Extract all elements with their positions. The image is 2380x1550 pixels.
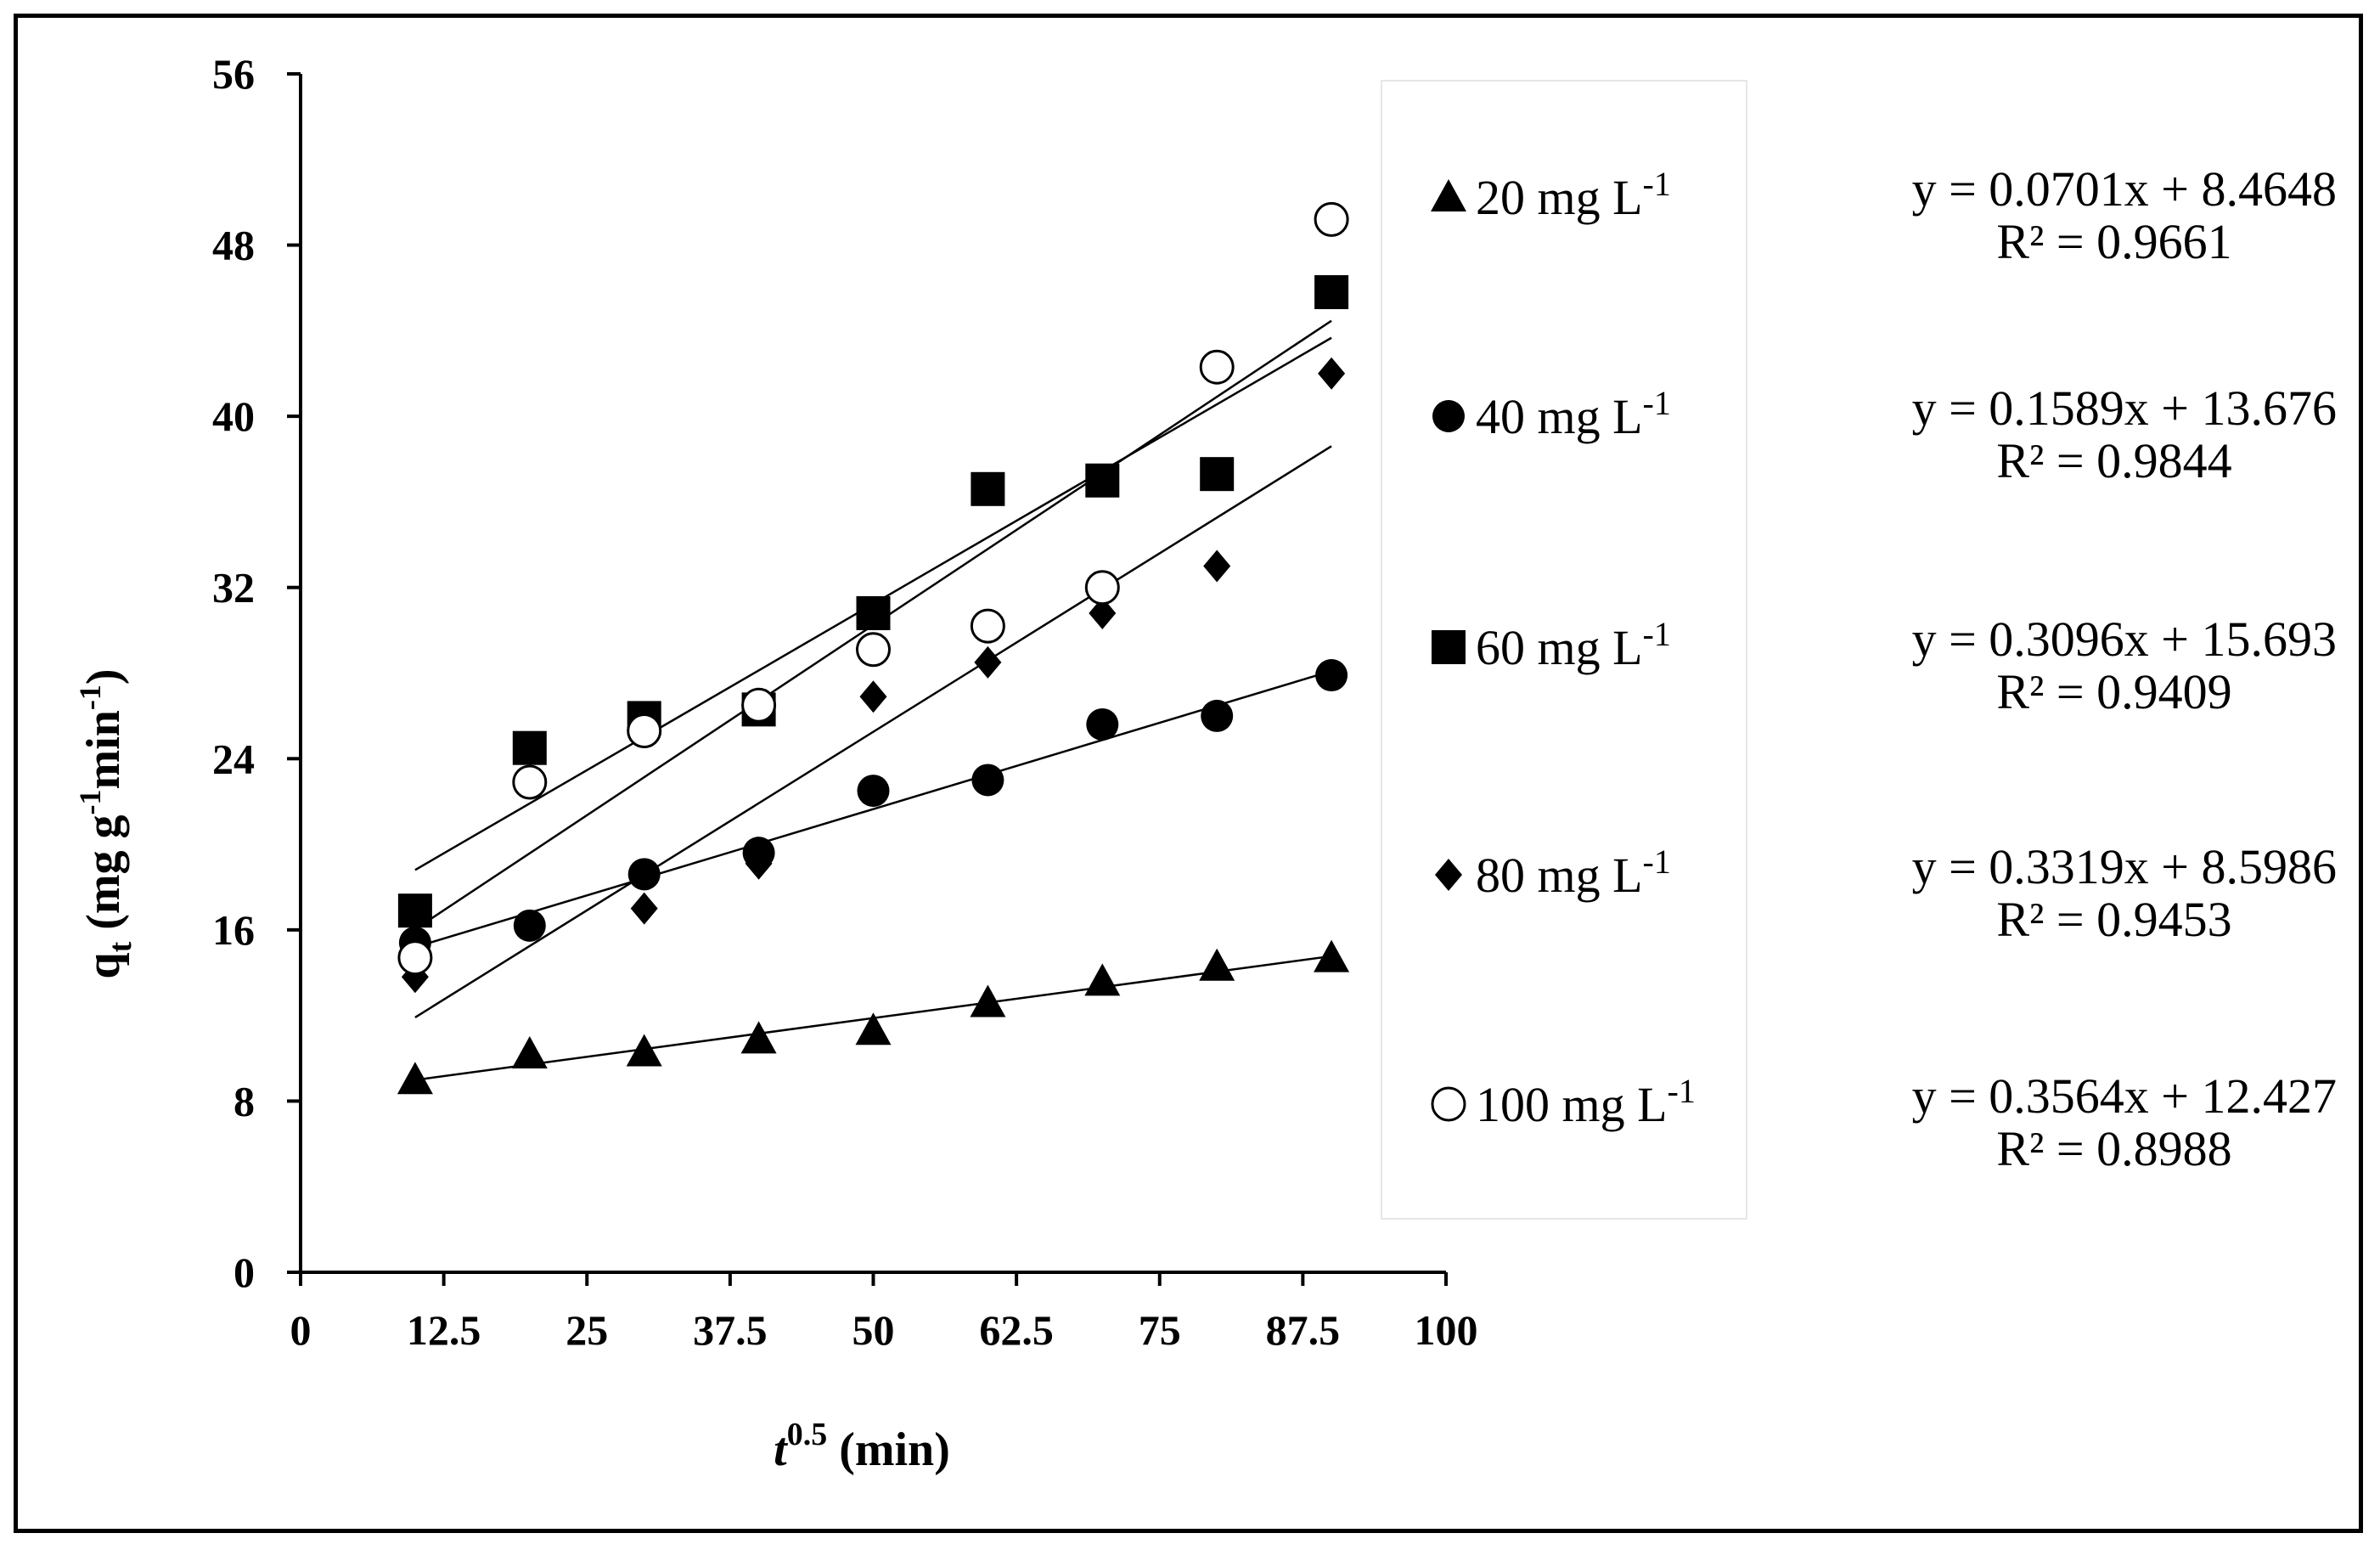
data-point [1085, 463, 1120, 498]
data-point [1318, 357, 1346, 390]
x-tick-label: 75 [1139, 1306, 1181, 1354]
data-point [1201, 699, 1234, 732]
legend-marker [1431, 1086, 1466, 1122]
x-tick-label: 87.5 [1266, 1306, 1341, 1354]
r-squared: R² = 0.9453 [1996, 892, 2231, 947]
data-point [1084, 963, 1121, 996]
x-tick-label: 12.5 [407, 1306, 481, 1354]
y-tick-label: 0 [233, 1248, 255, 1296]
y-tick-label: 32 [212, 564, 255, 612]
data-point [397, 1062, 433, 1095]
data-point [970, 984, 1006, 1017]
axes: 0 8 16 24 32 40 48 56 0 12.5 25 37.5 50 62.5 75 87.5 100 [212, 50, 1478, 1354]
x-tick-label: 0 [290, 1306, 312, 1354]
y-tick-label: 16 [212, 906, 255, 954]
data-point [1086, 707, 1119, 741]
data-point [859, 680, 887, 713]
data-point [1314, 275, 1349, 310]
axis-labels: t0.5 (min) qt (mg g-1min-1) [73, 668, 950, 1476]
y-tick-label: 48 [212, 222, 255, 269]
trendline [414, 669, 1332, 949]
data-point [971, 471, 1005, 506]
data-point [397, 940, 433, 976]
x-tick-label: 62.5 [979, 1306, 1054, 1354]
data-point [512, 730, 547, 765]
fit-equation: y = 0.3096x + 15.693 [1912, 612, 2337, 667]
data-point [1089, 596, 1117, 629]
data-point [515, 909, 543, 942]
x-tick-label: 37.5 [693, 1306, 768, 1354]
data-point [397, 893, 432, 928]
fit-equation: y = 0.3564x + 12.427 [1912, 1068, 2337, 1124]
legend-label: 100 mg L-1 [1476, 1072, 1696, 1132]
y-tick-label: 56 [212, 50, 255, 98]
legend-marker [1432, 400, 1465, 432]
fit-equation: y = 0.1589x + 13.676 [1912, 380, 2337, 436]
y-tick-label: 8 [233, 1077, 255, 1124]
trendline [414, 445, 1332, 1018]
legend-label: 60 mg L-1 [1476, 615, 1671, 675]
y-axis-label: qt (mg g-1min-1) [73, 668, 138, 978]
x-axis-label: t0.5 (min) [774, 1417, 950, 1476]
data-point [740, 1021, 777, 1054]
legend-marker [1435, 859, 1462, 891]
data-point [627, 858, 661, 891]
fit-equation: y = 0.3319x + 8.5986 [1912, 839, 2337, 894]
data-point [856, 595, 891, 630]
data-point [511, 1035, 548, 1068]
r-squared: R² = 0.9844 [1996, 433, 2231, 488]
data-point [745, 847, 773, 880]
x-tick-label: 100 [1415, 1306, 1478, 1354]
data-point [630, 892, 658, 925]
r-squared: R² = 0.8988 [1996, 1121, 2231, 1176]
data-point [627, 713, 662, 749]
data-point [855, 1012, 892, 1046]
data-point [1314, 939, 1350, 972]
data-point [974, 645, 1002, 679]
data-point [857, 775, 890, 808]
r-squared: R² = 0.9661 [1996, 214, 2231, 269]
data-point [971, 764, 1004, 797]
data-point [512, 764, 548, 800]
data-point [1203, 550, 1231, 583]
data-point [856, 632, 891, 668]
data-point [970, 608, 1005, 644]
legend-label: 40 mg L-1 [1476, 384, 1671, 444]
legend-marker [1431, 179, 1466, 211]
y-tick-label: 40 [212, 392, 255, 440]
data-point [1314, 201, 1349, 237]
data-point [1200, 457, 1235, 492]
y-tick-label: 24 [212, 735, 255, 782]
x-tick-label: 50 [852, 1306, 895, 1354]
data-point [1315, 659, 1348, 692]
legend-label: 80 mg L-1 [1476, 843, 1671, 903]
data-points [397, 201, 1350, 1095]
r-squared: R² = 0.9409 [1996, 664, 2231, 719]
legend-label: 20 mg L-1 [1476, 165, 1671, 225]
data-point [626, 1034, 662, 1067]
fit-equation: y = 0.0701x + 8.4648 [1912, 161, 2337, 217]
data-point [1199, 948, 1235, 981]
x-tick-label: 25 [565, 1306, 608, 1354]
data-point [741, 687, 777, 723]
figure-frame [14, 14, 2363, 1533]
data-point [1084, 570, 1120, 606]
data-point [1199, 349, 1235, 385]
legend-marker [1432, 630, 1466, 664]
